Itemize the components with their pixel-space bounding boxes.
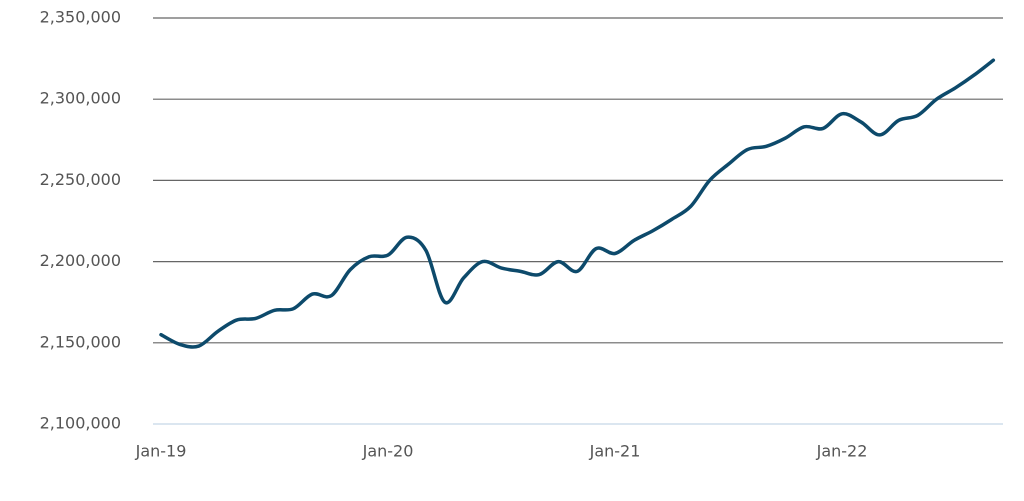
line-series [159, 58, 996, 349]
x-tick-label: Jan-22 [816, 442, 868, 461]
y-tick-label: 2,250,000 [40, 170, 121, 189]
y-tick-label: 2,200,000 [40, 251, 121, 270]
x-tick-label: Jan-20 [362, 442, 414, 461]
y-tick-label: 2,100,000 [40, 414, 121, 433]
x-tick-label: Jan-21 [589, 442, 641, 461]
y-tick-label: 2,150,000 [40, 332, 121, 351]
y-tick-label: 2,350,000 [40, 8, 121, 27]
y-tick-label: 2,300,000 [40, 89, 121, 108]
x-tick-label: Jan-19 [135, 442, 187, 461]
